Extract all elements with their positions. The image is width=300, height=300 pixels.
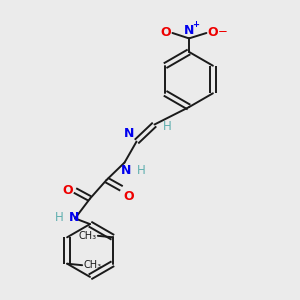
Text: −: − (218, 25, 227, 38)
Text: N: N (124, 127, 135, 140)
Text: O: O (63, 184, 73, 197)
Text: +: + (192, 20, 199, 29)
Text: N: N (69, 211, 79, 224)
Text: O: O (123, 190, 134, 202)
Text: H: H (55, 211, 64, 224)
Text: CH₃: CH₃ (84, 260, 102, 270)
Text: O: O (208, 26, 218, 39)
Text: O: O (161, 26, 171, 39)
Text: CH₃: CH₃ (78, 231, 96, 241)
Text: N: N (184, 24, 194, 37)
Text: N: N (121, 164, 131, 177)
Text: H: H (163, 119, 172, 133)
Text: H: H (137, 164, 146, 177)
